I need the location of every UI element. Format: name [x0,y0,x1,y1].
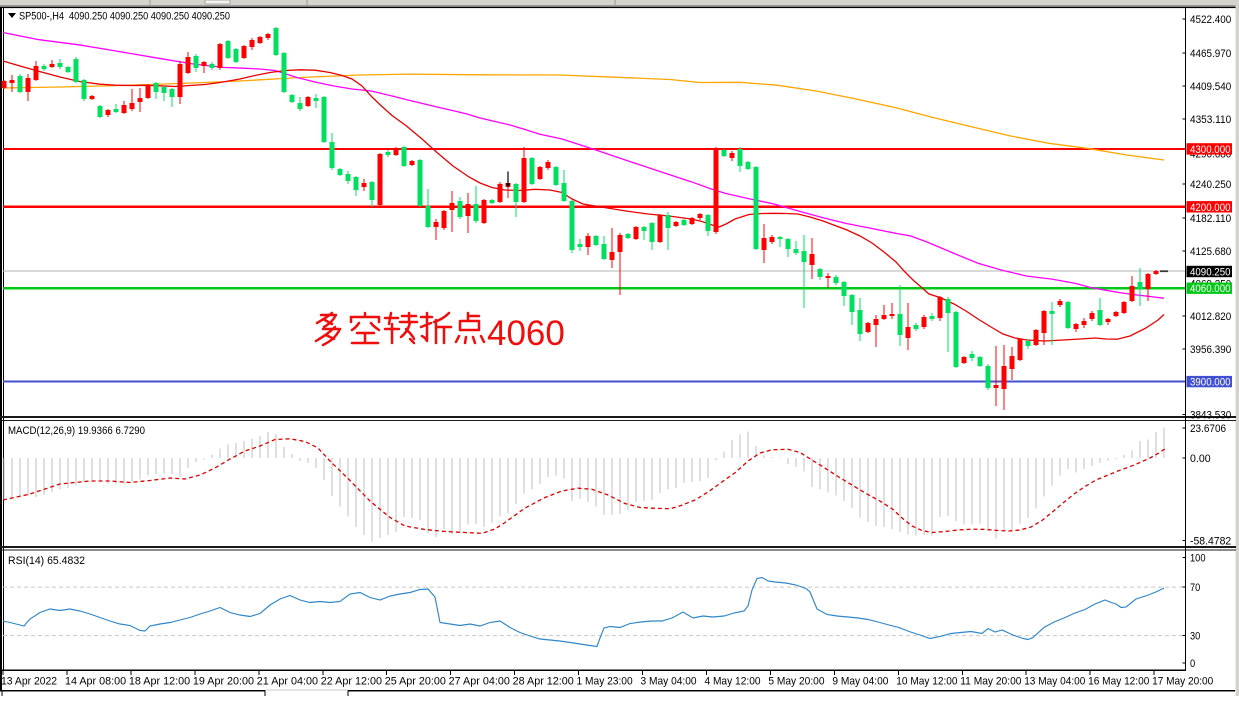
svg-text:4353.110: 4353.110 [1190,114,1231,126]
svg-text:RSI(14) 65.4832: RSI(14) 65.4832 [8,555,85,567]
svg-text:13 Apr 2022: 13 Apr 2022 [1,676,57,688]
svg-text:3 May 04:00: 3 May 04:00 [641,676,697,688]
svg-text:18 Apr 12:00: 18 Apr 12:00 [129,676,190,688]
svg-text:3843.530: 3843.530 [1190,409,1231,421]
svg-text:4125.680: 4125.680 [1190,246,1231,258]
svg-text:19 Apr 20:00: 19 Apr 20:00 [193,676,254,688]
svg-text:100: 100 [1190,553,1206,565]
svg-text:30: 30 [1190,631,1200,643]
svg-text:4 May 12:00: 4 May 12:00 [704,676,760,688]
svg-text:70: 70 [1190,582,1200,594]
svg-text:27 Apr 04:00: 27 Apr 04:00 [449,676,510,688]
svg-text:3956.390: 3956.390 [1190,344,1231,356]
svg-text:5 May 20:00: 5 May 20:00 [768,676,824,688]
svg-text:4522.400: 4522.400 [1190,14,1231,26]
svg-text:10 May 12:00: 10 May 12:00 [896,676,957,688]
svg-text:3900.000: 3900.000 [1190,377,1231,389]
svg-text:4012.820: 4012.820 [1190,311,1231,323]
svg-text:25 Apr 20:00: 25 Apr 20:00 [385,676,446,688]
svg-text:9 May 04:00: 9 May 04:00 [832,676,888,688]
svg-text:-58.4782: -58.4782 [1190,536,1231,548]
svg-text:4182.110: 4182.110 [1190,213,1231,225]
svg-text:SP500-,H4 4090.250 4090.250 4: SP500-,H4 4090.250 4090.250 4090.250 409… [19,11,230,23]
svg-text:17 May 20:00: 17 May 20:00 [1152,676,1213,688]
svg-text:4300.000: 4300.000 [1190,144,1231,156]
svg-text:4090.250: 4090.250 [1190,267,1231,279]
svg-text:4240.250: 4240.250 [1190,179,1231,191]
svg-text:4409.540: 4409.540 [1190,81,1231,93]
svg-text:0: 0 [1190,658,1195,670]
svg-text:4060: 4060 [487,314,565,353]
svg-text:16 May 12:00: 16 May 12:00 [1088,676,1149,688]
svg-text:4060.000: 4060.000 [1190,283,1231,295]
svg-text:11 May 20:00: 11 May 20:00 [960,676,1021,688]
svg-text:14 Apr 08:00: 14 Apr 08:00 [65,676,126,688]
svg-text:21 Apr 04:00: 21 Apr 04:00 [257,676,318,688]
svg-text:4465.970: 4465.970 [1190,48,1231,60]
svg-text:MACD(12,26,9) 19.9366 6.7290: MACD(12,26,9) 19.9366 6.7290 [8,425,145,437]
svg-text:4200.000: 4200.000 [1190,202,1231,214]
svg-text:13 May 04:00: 13 May 04:00 [1024,676,1085,688]
svg-text:1 May 23:00: 1 May 23:00 [577,676,633,688]
svg-text:23.6706: 23.6706 [1190,423,1226,435]
svg-text:0.00: 0.00 [1190,453,1211,465]
svg-text:28 Apr 12:00: 28 Apr 12:00 [513,676,574,688]
svg-text:22 Apr 12:00: 22 Apr 12:00 [321,676,382,688]
